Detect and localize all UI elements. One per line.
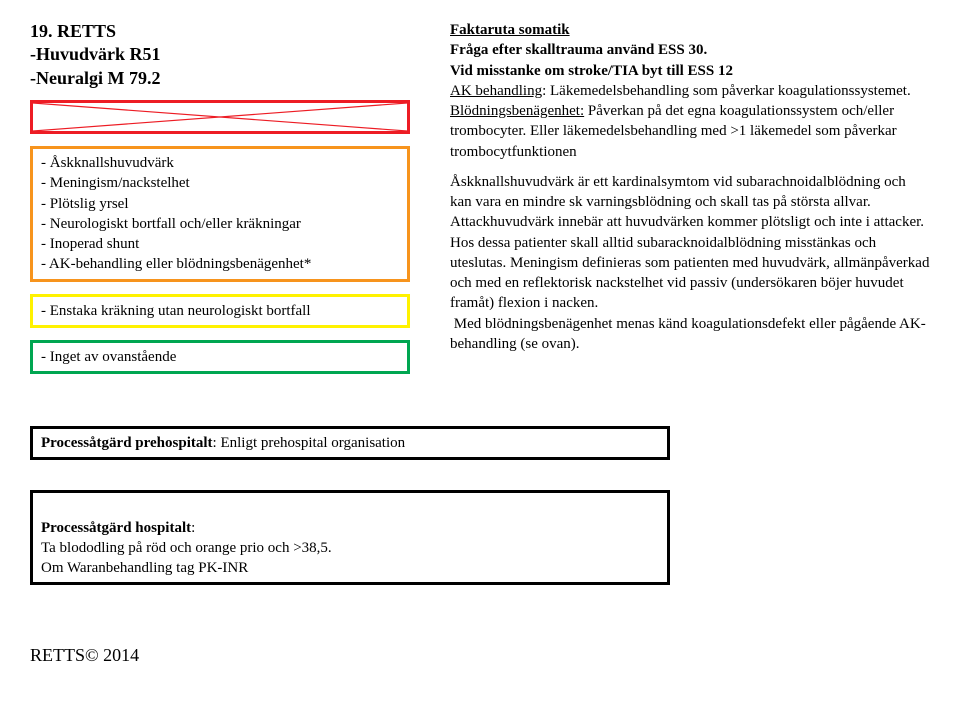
fact-p3: Med blödningsbenägenhet menas känd koagu… [450, 316, 926, 352]
fact-line1: Fråga efter skalltrauma använd ESS 30. [450, 42, 707, 58]
page-title: 19. RETTS -Huvudvärk R51 -Neuralgi M 79.… [30, 20, 410, 90]
ak-text: : Läkemedelsbehandling som påverkar koag… [542, 83, 911, 99]
left-column: 19. RETTS -Huvudvärk R51 -Neuralgi M 79.… [30, 20, 410, 386]
blod-label: Blödningsbenägenhet: [450, 103, 584, 119]
process-hospital-box: Processåtgärd hospitalt: Ta blododling p… [30, 490, 670, 585]
hospital-label: Processåtgärd hospitalt [41, 520, 191, 536]
fact-p2: Åskknallshuvudvärk är ett kardinalsymtom… [450, 174, 929, 312]
priority-box-red [30, 100, 410, 134]
title-line-3: -Neuralgi M 79.2 [30, 67, 410, 90]
priority-box-yellow: - Enstaka kräkning utan neurologiskt bor… [30, 294, 410, 328]
orange-text: - Åskknallshuvudvärk - Meningism/nackste… [41, 155, 311, 272]
green-text: - Inget av ovanstående [41, 349, 176, 365]
title-line-1: 19. RETTS [30, 20, 410, 43]
fact-box: Faktaruta somatik Fråga efter skalltraum… [450, 20, 930, 364]
fact-title: Faktaruta somatik [450, 22, 570, 38]
process-prehospital-box: Processåtgärd prehospitalt: Enligt preho… [30, 426, 670, 460]
fact-line2: Vid misstanke om stroke/TIA byt till ESS… [450, 63, 733, 79]
prehospital-label: Processåtgärd prehospitalt [41, 435, 213, 451]
yellow-text: - Enstaka kräkning utan neurologiskt bor… [41, 303, 311, 319]
footer-text: RETTS© 2014 [30, 645, 930, 666]
ak-label: AK behandling [450, 83, 542, 99]
priority-box-orange: - Åskknallshuvudvärk - Meningism/nackste… [30, 146, 410, 282]
prehospital-text: : Enligt prehospital organisation [213, 435, 406, 451]
title-line-2: -Huvudvärk R51 [30, 43, 410, 66]
lower-section: Processåtgärd prehospitalt: Enligt preho… [30, 426, 930, 585]
diagonal-cross-icon [33, 103, 407, 131]
priority-box-green: - Inget av ovanstående [30, 340, 410, 374]
